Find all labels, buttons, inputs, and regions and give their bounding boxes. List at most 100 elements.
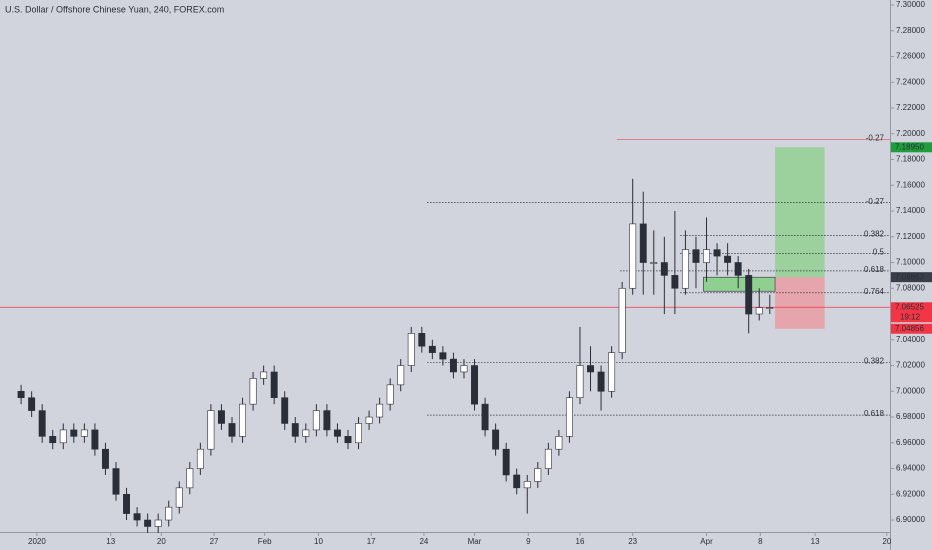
price-label-box bbox=[891, 302, 932, 323]
candle-body bbox=[492, 429, 500, 450]
candle-body bbox=[460, 365, 468, 373]
x-tick-label: 13 bbox=[106, 537, 115, 546]
candle-body bbox=[418, 333, 426, 347]
candle-body bbox=[650, 262, 658, 264]
candle-body bbox=[523, 481, 531, 489]
candle-body bbox=[175, 487, 183, 508]
candle-body bbox=[207, 410, 215, 450]
candle-body bbox=[17, 390, 25, 399]
candle-body bbox=[323, 410, 331, 431]
y-tick-label: 6.96000 bbox=[896, 438, 925, 447]
fib-label: 0.618 bbox=[864, 265, 885, 274]
candle-body bbox=[376, 403, 384, 418]
fib-label: 0.618 bbox=[864, 409, 885, 418]
x-tick-label: Apr bbox=[700, 537, 713, 546]
candle-body bbox=[481, 403, 489, 431]
candle-body bbox=[449, 358, 457, 373]
candle-body bbox=[513, 474, 521, 489]
candle-body bbox=[59, 429, 67, 444]
y-tick-label: 7.02000 bbox=[896, 361, 925, 370]
candle-body bbox=[565, 397, 573, 437]
y-tick-label: 7.26000 bbox=[896, 52, 925, 61]
fib-label: 0.764 bbox=[864, 287, 885, 296]
candle-body bbox=[291, 423, 299, 437]
candle-body bbox=[186, 468, 194, 489]
fib-label: 0.5 bbox=[873, 248, 885, 257]
fib-label: 0.382 bbox=[864, 230, 885, 239]
candle-body bbox=[80, 429, 88, 437]
candle-body bbox=[49, 436, 57, 444]
candle-body bbox=[608, 352, 616, 392]
y-tick-label: 6.92000 bbox=[896, 489, 925, 498]
candle-body bbox=[344, 436, 352, 444]
candle-body bbox=[133, 513, 141, 521]
y-tick-label: 7.04000 bbox=[896, 335, 925, 344]
x-tick-label: 9 bbox=[526, 537, 531, 546]
candle-body bbox=[439, 352, 447, 360]
candle-body bbox=[713, 249, 721, 257]
candle-body bbox=[196, 448, 204, 469]
candle-body bbox=[239, 403, 246, 437]
candle-body bbox=[597, 371, 605, 392]
candle-body bbox=[123, 493, 131, 514]
price-label-time: 19:12 bbox=[900, 312, 921, 321]
price-label-box bbox=[891, 272, 932, 283]
y-tick-label: 7.14000 bbox=[896, 206, 925, 215]
y-tick-label: 6.98000 bbox=[896, 412, 925, 421]
candle-body bbox=[302, 429, 310, 437]
candle-body bbox=[101, 448, 109, 469]
price-label: 7.08863 bbox=[895, 272, 924, 281]
candle-body bbox=[755, 307, 763, 315]
y-tick-label: 6.90000 bbox=[896, 515, 925, 524]
chart-title: U.S. Dollar / Offshore Chinese Yuan, 240… bbox=[5, 4, 224, 14]
candle-body bbox=[270, 371, 278, 399]
candle-body bbox=[386, 384, 394, 405]
y-tick-label: 7.20000 bbox=[896, 129, 925, 138]
demand-zone bbox=[703, 276, 776, 292]
candle-body bbox=[217, 410, 225, 424]
x-tick-label: Mar bbox=[468, 537, 482, 546]
profit-zone bbox=[775, 147, 825, 278]
x-tick-label: 8 bbox=[758, 537, 763, 546]
candle-body bbox=[144, 519, 152, 527]
x-tick-label: 2020 bbox=[28, 537, 46, 546]
x-tick-label: 24 bbox=[419, 537, 428, 546]
y-tick-label: 7.12000 bbox=[896, 232, 925, 241]
candle-body bbox=[502, 448, 510, 476]
y-tick-label: 7.28000 bbox=[896, 26, 925, 35]
candle-body bbox=[333, 429, 341, 437]
candle-body bbox=[365, 416, 373, 424]
candle-body bbox=[70, 429, 78, 437]
candle-body bbox=[112, 468, 120, 495]
x-tick-label: 10 bbox=[314, 537, 323, 546]
candle-body bbox=[660, 262, 668, 276]
candle-body bbox=[228, 423, 236, 437]
y-tick-label: 7.30000 bbox=[896, 0, 925, 9]
price-label-box bbox=[891, 323, 932, 334]
candle-body bbox=[38, 410, 46, 437]
candle-body bbox=[471, 365, 478, 405]
x-tick-label: 16 bbox=[576, 537, 585, 546]
y-tick-label: 7.24000 bbox=[896, 77, 925, 86]
price-label: 7.04856 bbox=[895, 324, 924, 333]
candle-body bbox=[681, 249, 689, 289]
fib-label: -0.27 bbox=[866, 134, 885, 143]
y-tick-label: 7.00000 bbox=[896, 386, 925, 395]
y-tick-label: 7.22000 bbox=[896, 103, 925, 112]
x-tick-label: 27 bbox=[210, 537, 219, 546]
price-label-box bbox=[891, 142, 932, 153]
candle-body bbox=[671, 275, 679, 289]
x-tick-label: 20 bbox=[882, 537, 891, 546]
x-tick-label: 13 bbox=[811, 537, 820, 546]
candle-body bbox=[281, 397, 289, 424]
candle-body bbox=[534, 468, 542, 482]
candle-body bbox=[587, 365, 594, 373]
x-tick-label: Feb bbox=[258, 537, 272, 546]
candle-body bbox=[703, 249, 710, 263]
candle-body bbox=[249, 378, 257, 405]
price-label: 7.06525 bbox=[895, 302, 924, 311]
y-tick-label: 7.16000 bbox=[896, 180, 925, 189]
candle-body bbox=[355, 423, 362, 444]
price-label: 7.18950 bbox=[895, 142, 924, 151]
